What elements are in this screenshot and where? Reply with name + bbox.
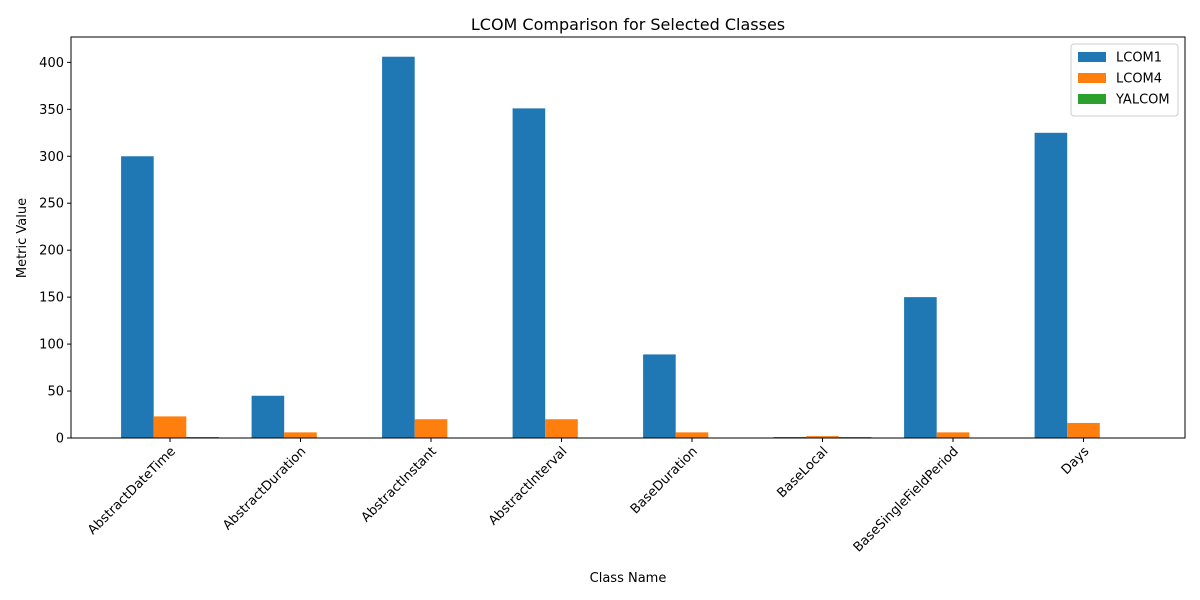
bar-lcom4-abstractinterval — [545, 419, 578, 438]
bar-lcom4-basesinglefieldperiod — [936, 432, 970, 438]
bar-lcom1-abstractinstant — [382, 56, 415, 438]
bar-lcom4-abstractdatetime — [153, 416, 187, 438]
x-tick-label: BaseDuration — [628, 444, 701, 517]
x-tick-label: Days — [1059, 444, 1093, 478]
bar-lcom1-baseduration — [643, 354, 676, 438]
bar-lcom1-basesinglefieldperiod — [904, 297, 937, 438]
bar-lcom1-abstractdatetime — [121, 156, 154, 439]
y-axis-label: Metric Value — [15, 198, 30, 278]
bar-lcom4-abstractduration — [284, 432, 317, 438]
bar-lcom4-baseduration — [675, 432, 709, 438]
x-tick-label: BaseSingleFieldPeriod — [851, 444, 962, 555]
x-tick-label: AbstractInstant — [359, 444, 440, 525]
bar-lcom1-abstractduration — [251, 395, 285, 438]
bar-lcom4-days — [1067, 422, 1100, 438]
y-tick-label: 0 — [56, 432, 64, 447]
legend-label-lcom4: LCOM4 — [1116, 72, 1162, 87]
chart-title: LCOM Comparison for Selected Classes — [471, 15, 785, 34]
y-tick-label: 200 — [39, 244, 64, 259]
legend-label-lcom1: LCOM1 — [1116, 51, 1162, 66]
y-tick-label: 300 — [39, 150, 64, 165]
y-tick-label: 50 — [47, 385, 64, 400]
x-tick-label: AbstractDuration — [220, 444, 309, 533]
legend: LCOM1 LCOM4 YALCOM — [1070, 43, 1179, 117]
y-tick-label: 350 — [39, 103, 64, 118]
x-tick-label: BaseLocal — [775, 444, 832, 501]
x-tick-label: AbstractDateTime — [85, 444, 179, 538]
x-axis-label: Class Name — [590, 571, 667, 586]
bar-lcom1-days — [1034, 132, 1068, 438]
legend-swatch-lcom1 — [1078, 52, 1106, 62]
legend-swatch-yalcom — [1078, 94, 1106, 104]
legend-swatch-lcom4 — [1078, 73, 1106, 83]
legend-label-yalcom: YALCOM — [1115, 93, 1170, 108]
bar-lcom4-baselocal — [806, 436, 839, 438]
axes-frame — [70, 36, 1186, 439]
x-tick-label: AbstractInterval — [486, 444, 570, 528]
y-tick-label: 400 — [39, 56, 64, 71]
y-tick-label: 150 — [39, 291, 64, 306]
bar-lcom1-abstractinterval — [512, 108, 546, 438]
plot-area: 0 50 100 150 200 250 300 350 400 AbstractDateTime… — [39, 36, 1186, 555]
bar-lcom4-abstractinstant — [414, 419, 448, 438]
y-tick-label: 100 — [39, 338, 64, 353]
y-tick-label: 250 — [39, 197, 64, 212]
